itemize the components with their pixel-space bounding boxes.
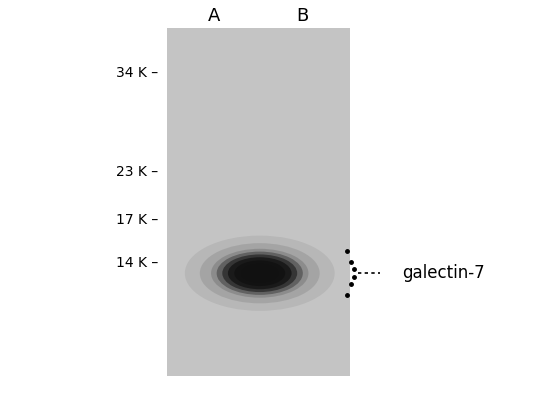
Text: 14 K –: 14 K – <box>116 256 158 270</box>
Text: 23 K –: 23 K – <box>116 165 158 179</box>
Text: 34 K –: 34 K – <box>116 66 158 80</box>
Ellipse shape <box>185 236 335 311</box>
Ellipse shape <box>216 251 303 295</box>
Text: galectin-7: galectin-7 <box>402 264 485 282</box>
Text: B: B <box>296 7 309 25</box>
Bar <box>166 28 350 376</box>
Ellipse shape <box>222 255 297 292</box>
Ellipse shape <box>241 264 279 283</box>
Ellipse shape <box>228 257 291 289</box>
Ellipse shape <box>211 249 309 298</box>
Text: 17 K –: 17 K – <box>116 213 158 227</box>
Text: A: A <box>208 7 220 25</box>
Ellipse shape <box>234 261 285 286</box>
Ellipse shape <box>200 243 320 303</box>
